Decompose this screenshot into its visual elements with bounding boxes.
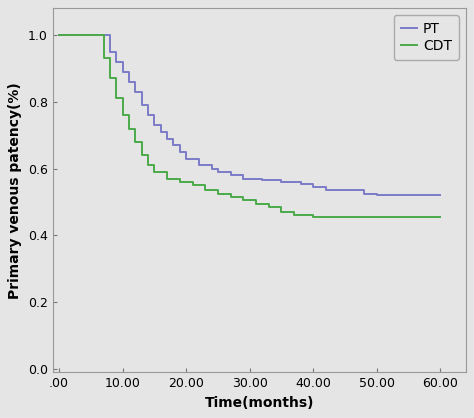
- Legend: PT, CDT: PT, CDT: [393, 15, 459, 60]
- X-axis label: Time(months): Time(months): [204, 396, 314, 410]
- Y-axis label: Primary venous patency(%): Primary venous patency(%): [9, 82, 22, 299]
